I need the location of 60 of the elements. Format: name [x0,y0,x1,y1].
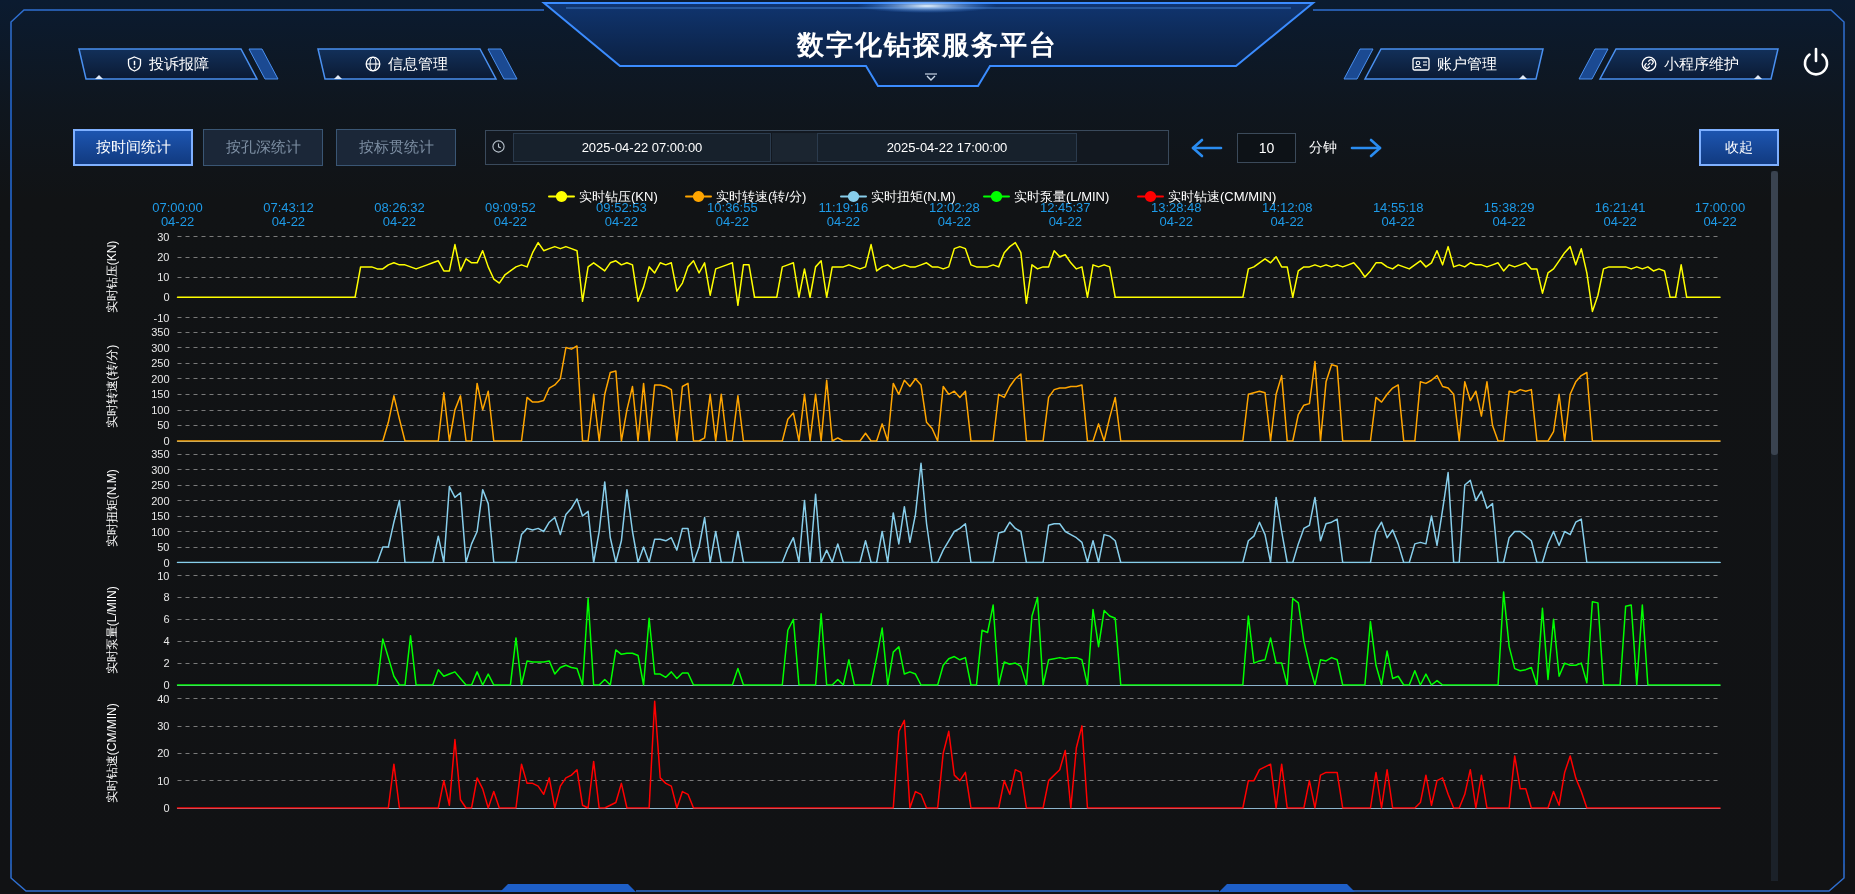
x-tick-label: 17:00:00 04-22 [1694,200,1746,229]
y-tick-label: 2 [163,657,170,670]
y-tick-label: 50 [157,419,170,432]
y-tick-label: 10 [157,774,170,787]
y-tick-label: 0 [163,435,170,447]
y-tick-label: 300 [151,463,170,476]
y-axis-title: 实时钻速(CM/MIN) [105,703,119,804]
y-tick-label: 0 [163,802,170,814]
y-tick-label: 10 [157,569,170,582]
text: 数字化钻探服务平台 [797,30,1058,60]
y-tick-label: 8 [163,591,170,604]
tab-button: 按时间统计 [73,129,193,166]
button: 收起 [1699,129,1779,166]
y-axis-title: 实时泵量(L/MIN) [105,586,119,675]
x-tick-label: 07:00:00 04-22 [152,200,203,229]
y-axis-title: 实时转速(转/分) [105,344,119,429]
y-tick-label: 0 [163,291,170,304]
line-series [176,591,1721,686]
x-tick-label: 07:43:12 04-22 [263,200,314,229]
number-input: 10 [1237,133,1296,163]
x-tick-label: 16:21:41 04-22 [1594,200,1646,229]
x-tick-label: 11:19:16 04-22 [818,200,869,229]
x-tick-label: 08:26:32 04-22 [374,200,425,229]
x-tick-label: 09:09:52 04-22 [485,200,536,229]
y-tick-label: 30 [157,719,170,732]
y-tick-label: 150 [151,510,170,522]
y-axis-title: 实时钻压(KN) [105,240,119,314]
x-tick-label: 15:38:29 04-22 [1483,200,1535,229]
line-series [176,241,1721,313]
line-series [176,462,1721,564]
y-tick-label: 250 [151,357,170,370]
y-tick-label: 350 [151,326,170,338]
date-input: 2025-04-22 07:00:00 [513,133,771,162]
line-series [176,345,1721,442]
y-tick-label: 30 [157,230,170,243]
y-tick-label: 40 [157,692,170,705]
y-tick-label: 250 [151,479,170,491]
tab-button: 按孔深统计 [203,129,323,166]
y-tick-label: 20 [157,747,170,760]
y-tick-label: 0 [163,679,170,691]
y-tick-label: 4 [163,635,170,648]
y-tick-label: 200 [151,494,170,507]
y-tick-label: 50 [157,541,170,553]
y-tick-label: 10 [157,271,170,283]
y-tick-label: -10 [153,311,170,324]
x-tick-label: 14:55:18 04-22 [1372,200,1424,229]
tab-button: 按标贯统计 [336,129,456,166]
y-tick-label: 350 [151,448,170,460]
y-tick-label: 100 [151,525,170,538]
y-tick-label: 200 [151,372,170,385]
y-tick-label: 150 [151,388,170,401]
y-tick-label: 0 [163,556,170,569]
y-tick-label: 20 [157,250,170,263]
y-axis-title: 实时扭矩(N.M) [105,469,119,548]
text: 分钟 [1309,139,1337,157]
y-tick-label: 300 [151,341,170,354]
y-tick-label: 100 [151,403,170,416]
y-tick-label: 6 [163,613,170,626]
line-series [176,700,1721,809]
date-input: 2025-04-22 17:00:00 [817,133,1077,162]
